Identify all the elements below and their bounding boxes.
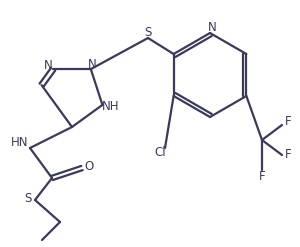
Text: N: N	[87, 58, 96, 71]
Text: S: S	[144, 26, 152, 40]
Text: S: S	[24, 191, 32, 205]
Text: HN: HN	[11, 137, 28, 149]
Text: F: F	[285, 148, 291, 162]
Text: N: N	[44, 59, 52, 72]
Text: N: N	[208, 21, 216, 35]
Text: O: O	[84, 160, 94, 172]
Text: F: F	[259, 169, 265, 183]
Text: NH: NH	[102, 100, 119, 113]
Text: F: F	[285, 116, 291, 128]
Text: Cl: Cl	[154, 145, 166, 159]
